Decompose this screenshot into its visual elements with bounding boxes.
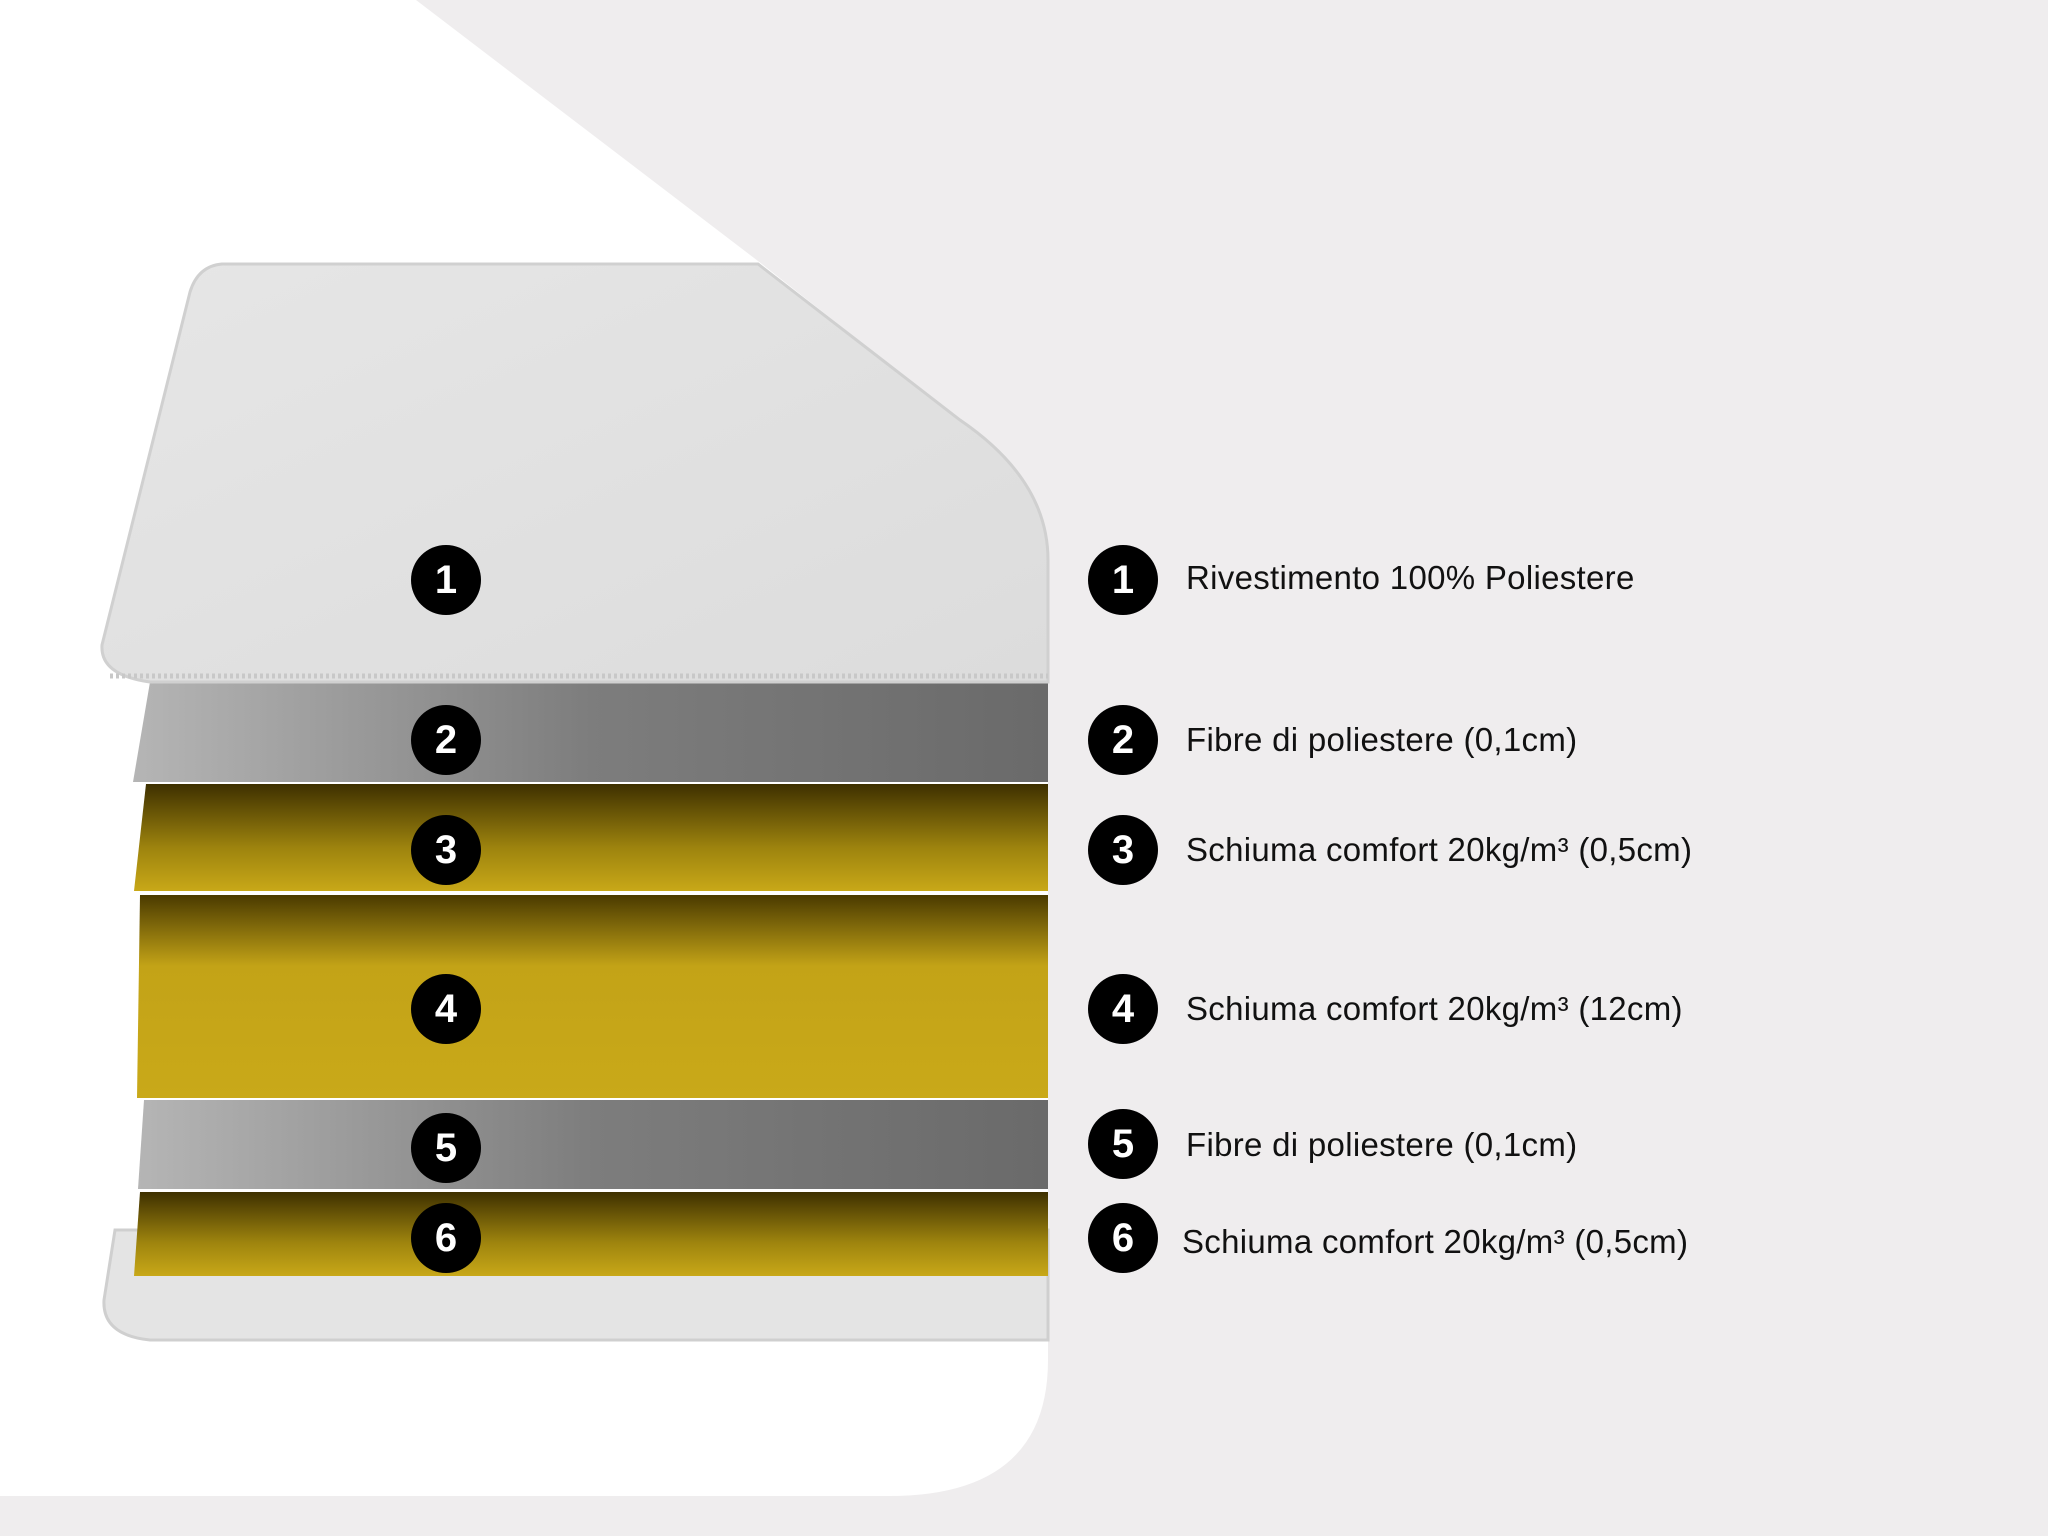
legend-1-label: Rivestimento 100% Poliestere: [1186, 559, 1635, 596]
layer-6-foam: [134, 1192, 1048, 1276]
legend-3-label: Schiuma comfort 20kg/m³ (0,5cm): [1186, 831, 1693, 868]
layer-3-badge: 3: [411, 815, 481, 885]
layer-2-badge: 2: [411, 705, 481, 775]
legend-3-badge: 3: [1088, 815, 1158, 885]
legend-6-label: Schiuma comfort 20kg/m³ (0,5cm): [1182, 1223, 1689, 1260]
legend-5-badge: 5: [1088, 1109, 1158, 1179]
layer-1-badge: 1: [411, 545, 481, 615]
legend-4-label: Schiuma comfort 20kg/m³ (12cm): [1186, 990, 1683, 1027]
legend-2-label: Fibre di poliestere (0,1cm): [1186, 721, 1578, 758]
layer-3-foam: [134, 784, 1048, 891]
layer-6-badge: 6: [411, 1203, 481, 1273]
legend-6-badge: 6: [1088, 1203, 1158, 1273]
layer-5-badge: 5: [411, 1113, 481, 1183]
legend-4-badge: 4: [1088, 974, 1158, 1044]
layer-5-fiber: [138, 1100, 1048, 1189]
legend-2-badge: 2: [1088, 705, 1158, 775]
legend-1-badge: 1: [1088, 545, 1158, 615]
layer-2-fiber: [133, 682, 1048, 782]
layer-4-foam: [137, 895, 1048, 1098]
legend-5-label: Fibre di poliestere (0,1cm): [1186, 1126, 1578, 1163]
layer-4-badge: 4: [411, 974, 481, 1044]
layer-1-cover: [100, 262, 1050, 684]
